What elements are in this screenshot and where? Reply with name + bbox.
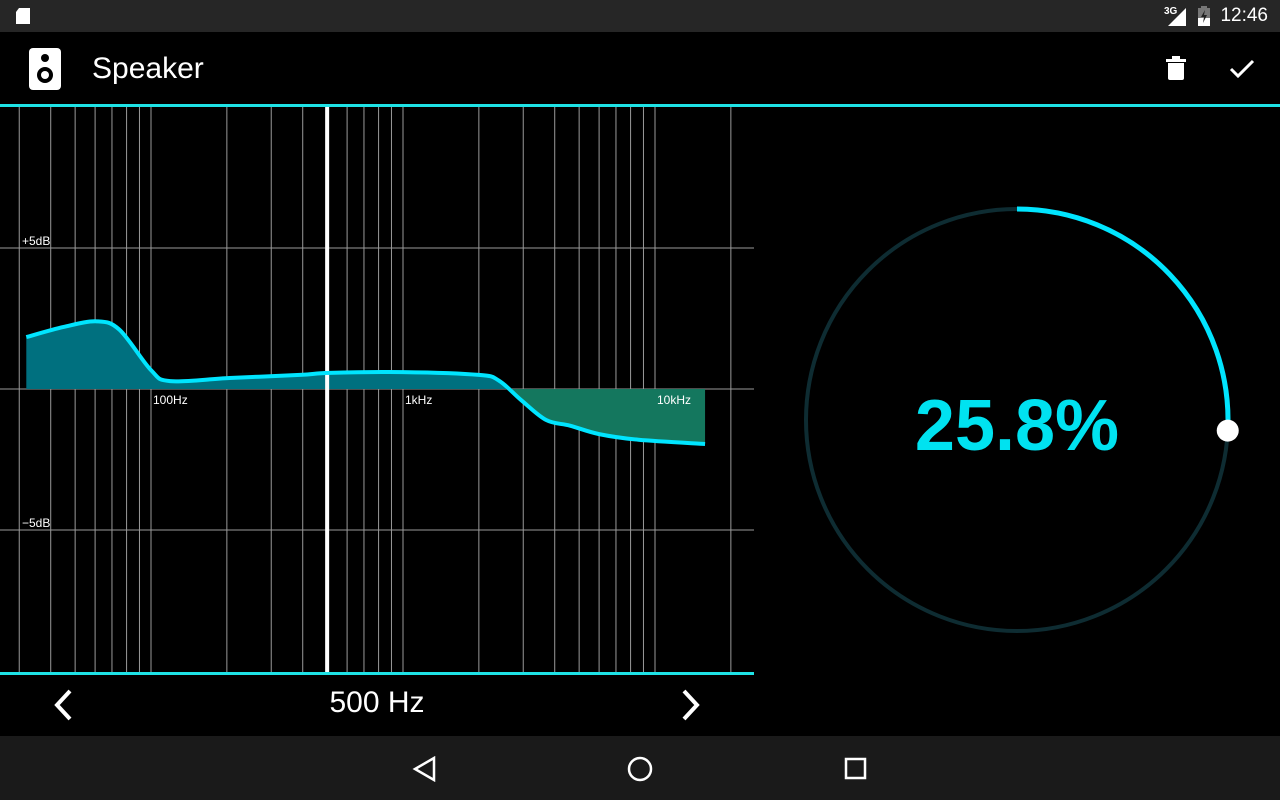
clock: 12:46 <box>1220 5 1268 26</box>
gain-gauge[interactable] <box>790 190 1250 650</box>
gauge-knob[interactable] <box>1216 419 1239 442</box>
network-type: 3G <box>1164 6 1178 17</box>
recents-icon[interactable] <box>844 757 868 781</box>
sd-card-icon <box>16 8 30 24</box>
status-bar: 3G 12:46 <box>0 0 1280 32</box>
accent-divider <box>0 104 1280 107</box>
navigation-bar <box>0 736 1280 800</box>
previous-frequency-button[interactable] <box>50 688 76 722</box>
x-tick-label: 100Hz <box>153 393 188 407</box>
gauge-progress-arc <box>1016 206 1231 431</box>
app-bar: Speaker <box>0 32 1280 104</box>
frequency-label: 500 Hz <box>329 686 425 719</box>
delete-button[interactable] <box>1166 56 1188 82</box>
home-icon[interactable] <box>627 756 653 782</box>
battery-charging-icon <box>1198 6 1210 26</box>
negative-gain-area <box>26 389 706 444</box>
eq-graph[interactable]: 100Hz 1kHz 10kHz +5dB −5dB <box>0 107 754 672</box>
y-tick-label: +5dB <box>22 234 50 248</box>
page-title: Speaker <box>92 52 204 85</box>
y-tick-label: −5dB <box>22 516 50 530</box>
signal-icon <box>1168 8 1186 26</box>
x-tick-label: 1kHz <box>405 393 432 407</box>
x-tick-label: 10kHz <box>657 393 691 407</box>
back-icon[interactable] <box>412 756 438 782</box>
next-frequency-button[interactable] <box>678 688 704 722</box>
eq-curve <box>25 319 706 446</box>
speaker-icon <box>29 48 61 90</box>
positive-gain-area <box>26 321 706 389</box>
confirm-button[interactable] <box>1229 58 1255 80</box>
graph-bottom-divider <box>0 672 754 675</box>
gain-percentage: 25.8% <box>914 386 1120 466</box>
